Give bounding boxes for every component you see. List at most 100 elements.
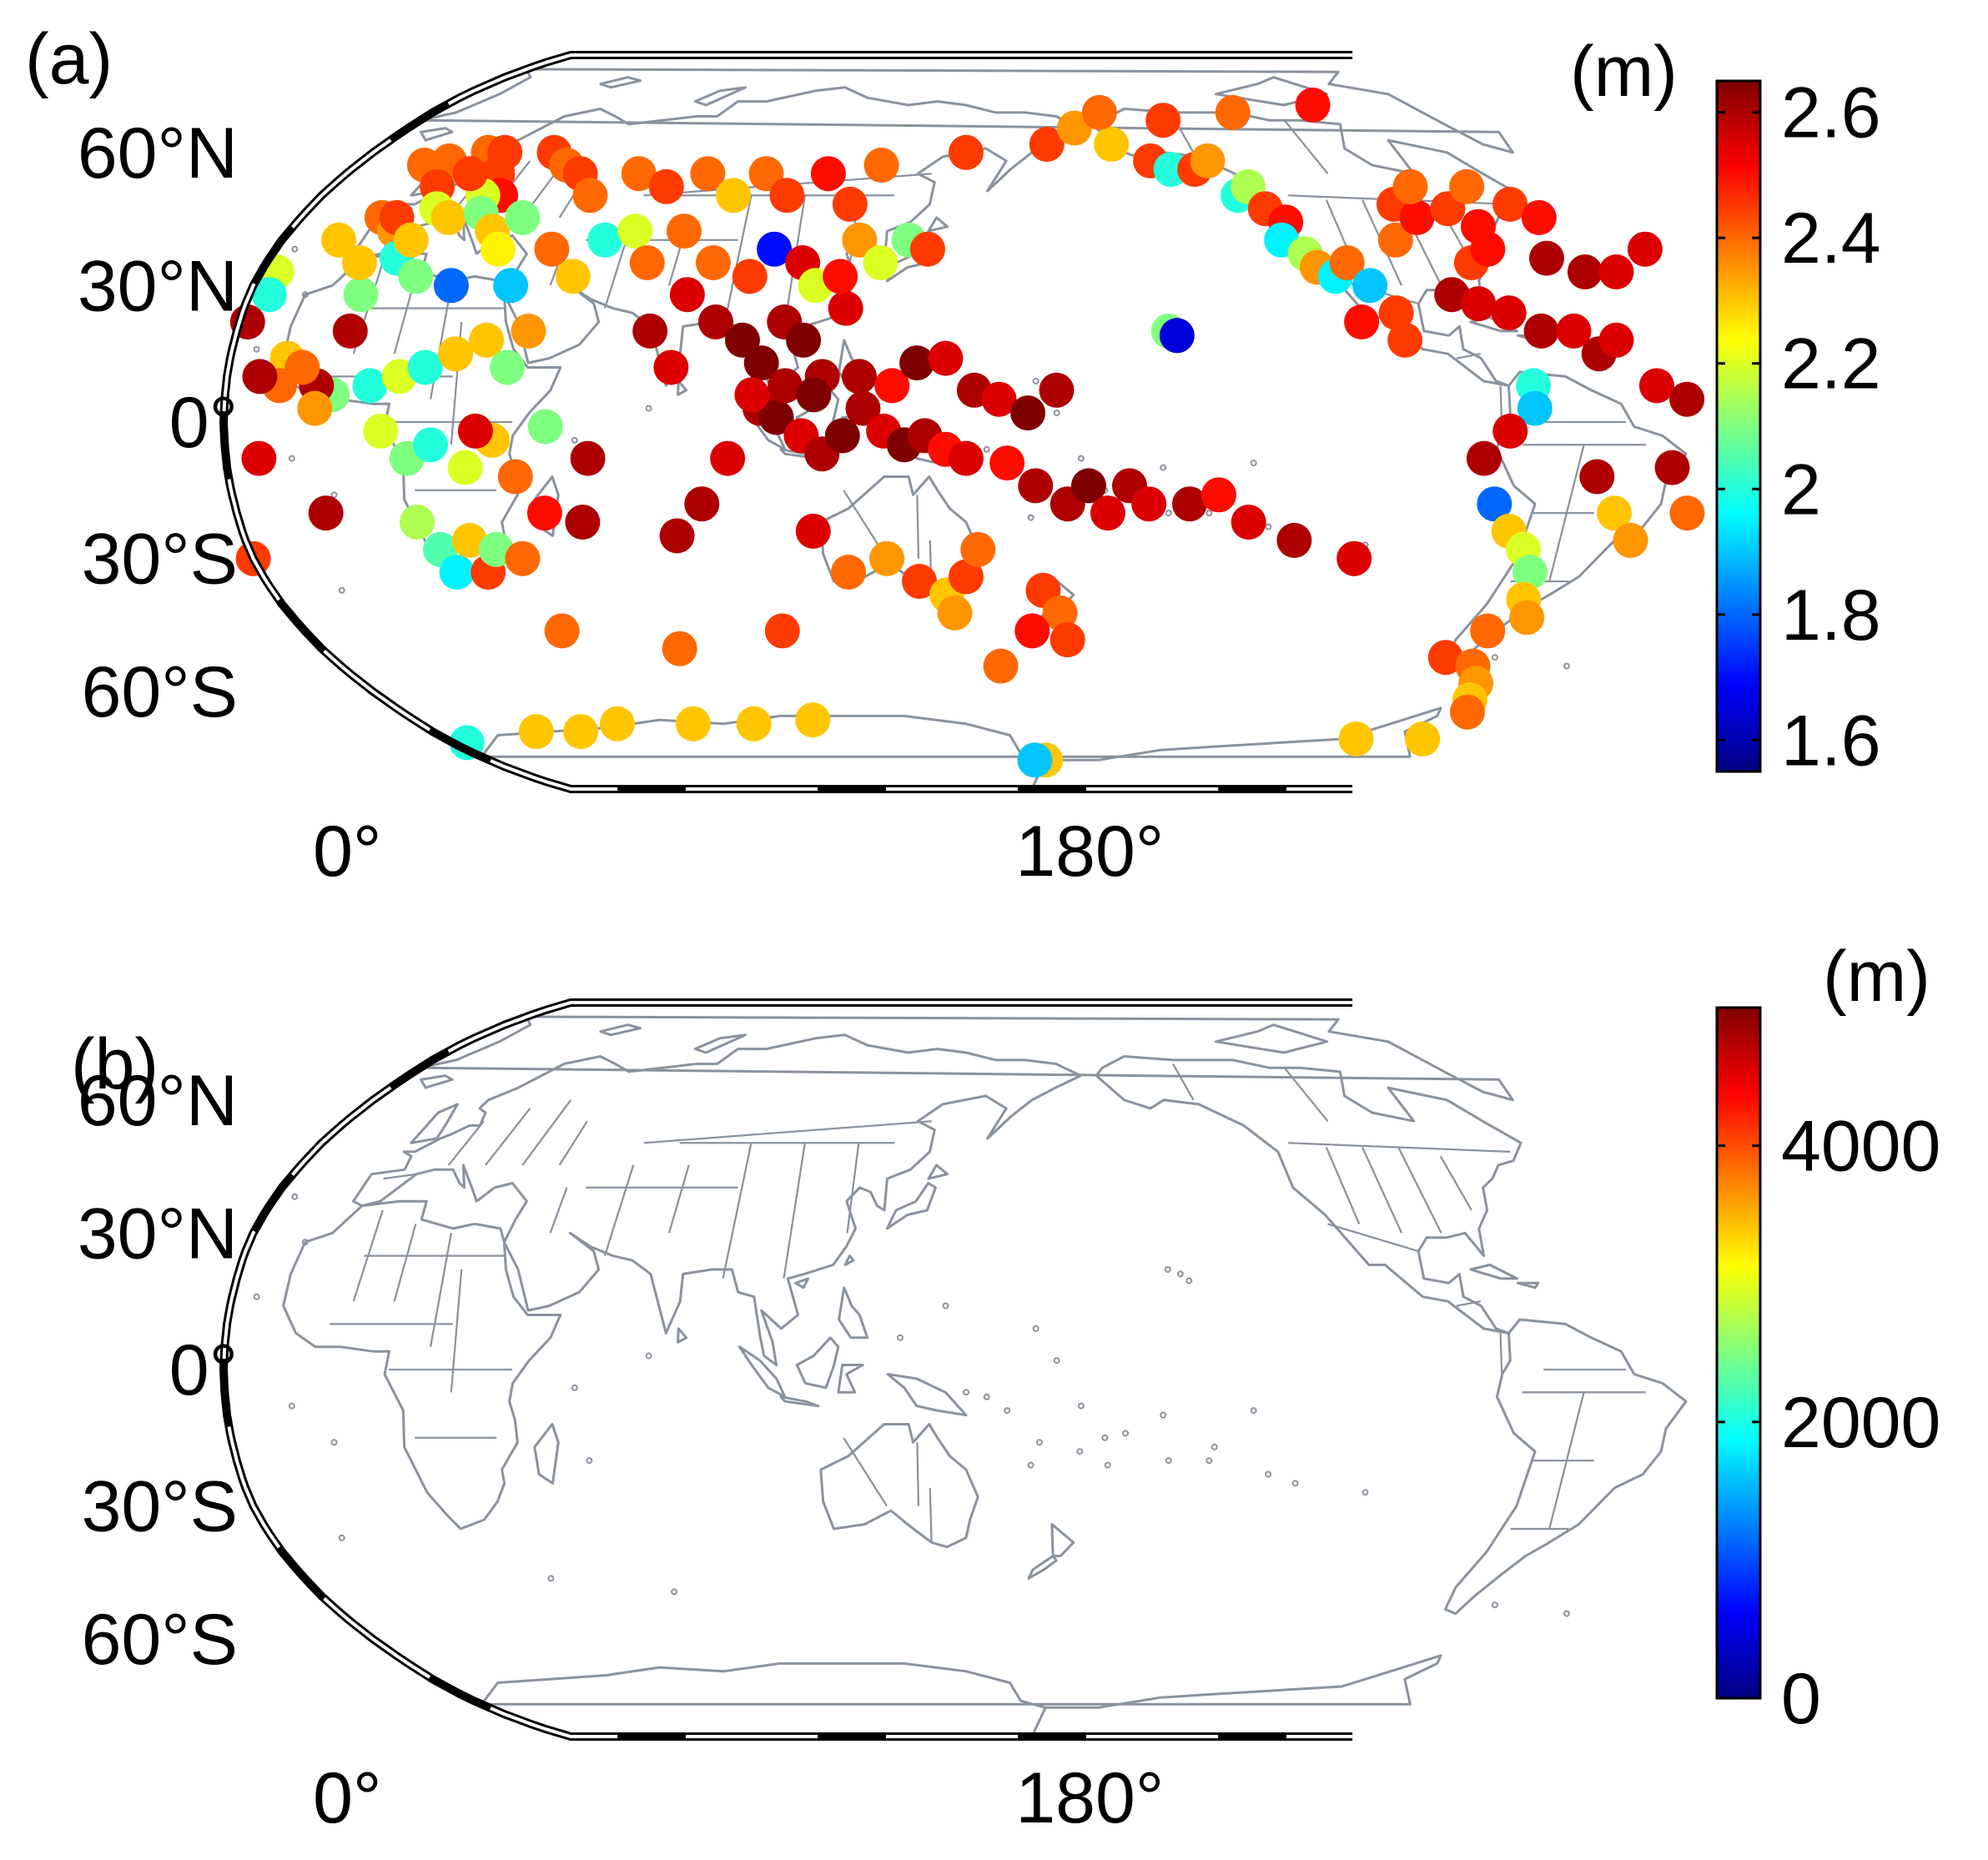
- station-marker: [768, 368, 803, 404]
- station-marker: [242, 359, 278, 395]
- station-marker: [1215, 94, 1251, 130]
- island: [291, 245, 299, 253]
- country-border: [429, 1233, 453, 1347]
- elevation-cell: [1241, 1083, 1296, 1134]
- station-marker: [527, 409, 563, 445]
- station-marker: [1512, 555, 1548, 590]
- country-border: [558, 1120, 588, 1166]
- station-marker: [1638, 368, 1674, 404]
- land-fill-antarctica: [481, 1655, 1353, 1737]
- station-marker: [341, 245, 377, 280]
- station-marker: [433, 268, 469, 304]
- country-border: [722, 1143, 752, 1279]
- station-marker: [621, 156, 657, 192]
- station-marker: [1344, 304, 1380, 339]
- country-border: [603, 1164, 635, 1256]
- station-marker: [1427, 640, 1463, 676]
- station-marker: [1449, 168, 1485, 204]
- country-border: [1283, 119, 1329, 174]
- station-marker: [1338, 721, 1374, 757]
- island: [1032, 377, 1039, 385]
- coastline-sulawesi: [837, 1364, 864, 1394]
- station-marker: [937, 595, 973, 631]
- station-marker: [1336, 540, 1372, 576]
- island: [1165, 510, 1172, 517]
- station-marker: [1405, 721, 1441, 757]
- station-markers: [229, 88, 1705, 778]
- station-marker: [757, 231, 793, 267]
- station-marker: [1172, 486, 1207, 522]
- station-marker: [1295, 88, 1331, 123]
- country-border: [667, 1164, 690, 1234]
- colorbar-tick-label-a: 2.2: [1781, 324, 1881, 405]
- lat-label-b: 30°S: [82, 1467, 238, 1547]
- island: [671, 1588, 678, 1596]
- lon-label-a: 0°: [313, 812, 381, 892]
- coastline-java: [779, 1395, 820, 1408]
- coastline-arctic2: [693, 86, 747, 107]
- island: [1053, 410, 1060, 417]
- station-marker: [698, 304, 733, 339]
- station-marker: [570, 440, 606, 476]
- elevation-cell: [459, 1283, 526, 1411]
- island: [1250, 1407, 1257, 1415]
- country-border: [929, 1487, 933, 1543]
- station-marker: [1276, 522, 1312, 558]
- station-marker: [1477, 486, 1512, 522]
- island: [1165, 1457, 1172, 1465]
- land-fill-greenland: [420, 1017, 1353, 1100]
- country-border: [783, 1143, 807, 1279]
- country-border: [1548, 445, 1585, 582]
- station-marker: [1090, 495, 1125, 531]
- island: [1101, 1434, 1109, 1441]
- station-marker: [748, 156, 784, 192]
- coastline-uk: [410, 1103, 459, 1144]
- island: [291, 1193, 299, 1200]
- island: [1027, 514, 1034, 521]
- station-marker: [1669, 381, 1705, 417]
- land-fill-eurasia: [353, 1034, 1081, 1365]
- station-marker: [1377, 222, 1413, 258]
- station-marker: [902, 564, 938, 599]
- colorbar-gradient-a: [1715, 79, 1762, 773]
- elevation-cell: [1337, 1686, 1353, 1716]
- station-marker: [511, 313, 546, 349]
- map-a: [219, 51, 1705, 793]
- station-marker: [795, 702, 831, 738]
- island: [1160, 464, 1167, 471]
- station-marker: [241, 440, 277, 476]
- station-marker: [1190, 143, 1226, 178]
- station-marker: [845, 390, 881, 426]
- island: [963, 1389, 969, 1396]
- station-marker: [796, 377, 832, 413]
- coastline-japan: [885, 1182, 937, 1230]
- station-marker: [981, 381, 1017, 417]
- station-marker: [1081, 94, 1117, 130]
- lat-label-a: 30°S: [82, 520, 238, 600]
- station-marker: [478, 531, 514, 567]
- elevation-cell: [906, 1075, 960, 1125]
- coastline-svalbard: [599, 1023, 642, 1037]
- coastline-antarctica: [480, 1654, 1442, 1738]
- elevation-cell: [681, 1196, 752, 1234]
- station-marker: [413, 427, 449, 463]
- island: [983, 445, 990, 453]
- station-marker: [1399, 199, 1435, 235]
- island: [1160, 1411, 1167, 1419]
- coastline-taiwan: [843, 1254, 855, 1266]
- station-marker: [824, 418, 860, 454]
- station-marker: [1523, 313, 1559, 349]
- station-marker: [989, 445, 1025, 481]
- station-marker: [505, 199, 541, 235]
- island: [288, 1402, 295, 1410]
- colorbar-gradient-b: [1715, 1006, 1762, 1700]
- island: [301, 1239, 309, 1246]
- station-marker: [332, 313, 368, 349]
- station-marker: [1579, 459, 1615, 495]
- coastline-newzealand: [1050, 1523, 1075, 1557]
- station-marker: [284, 349, 320, 385]
- lon-label-a: 0°: [313, 812, 381, 892]
- station-marker: [869, 540, 905, 576]
- coastline-sumatra: [737, 1345, 787, 1399]
- station-marker: [1556, 313, 1592, 349]
